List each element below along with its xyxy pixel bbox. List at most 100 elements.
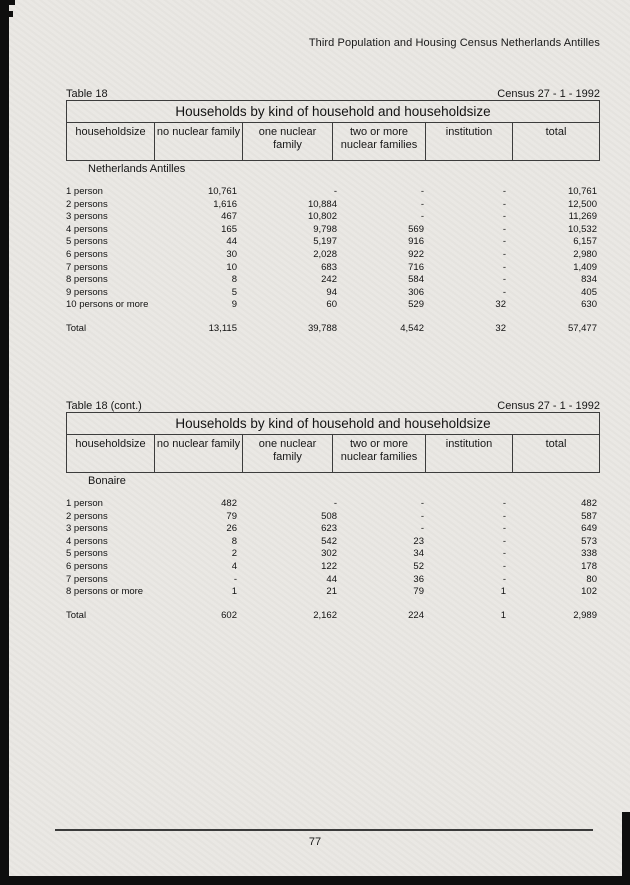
cell-value: -: [502, 560, 506, 572]
table-title: Households by kind of household and hous…: [175, 104, 491, 119]
cell-value: 21: [326, 586, 337, 598]
cell-value: 79: [413, 586, 424, 598]
census-date: Census 27 - 1 - 1992: [497, 88, 600, 100]
column-header: total: [512, 123, 599, 160]
cell-value: -: [420, 211, 424, 223]
cell-value: 5,197: [313, 236, 337, 248]
cell-value: -: [333, 186, 337, 197]
cell-value: 36: [413, 573, 424, 585]
column-header: no nuclear family: [154, 435, 242, 472]
census-table: Table 18 Census 27 - 1 - 1992 Households b…: [66, 88, 600, 336]
region-label: Netherlands Antilles: [88, 163, 186, 175]
column-header: two or more nuclear families: [332, 435, 425, 472]
cell-householdsize: 1 person: [66, 186, 103, 197]
cell-value: 587: [581, 510, 597, 522]
cell-value: 834: [581, 274, 597, 286]
cell-householdsize: 7 persons: [66, 261, 108, 273]
cell-value: 178: [581, 560, 597, 572]
cell-value: 2,028: [313, 248, 337, 260]
cell-value: 11,269: [568, 211, 597, 223]
cell-value: 9,798: [313, 223, 337, 235]
cell-value: -: [420, 186, 424, 197]
cell-value: 482: [581, 498, 597, 509]
column-header: one nuclear family: [242, 435, 332, 472]
cell-value: -: [502, 548, 506, 560]
cell-value: 467: [221, 211, 237, 223]
cell-value: -: [502, 286, 506, 298]
total-value: 2,989: [573, 609, 597, 621]
column-headers: householdsize no nuclear family one nuclea…: [67, 434, 599, 472]
table-row: 3 persons 467 10,802 - - 11,269: [66, 211, 600, 224]
cell-value: 9: [231, 299, 237, 311]
document-header: Third Population and Housing Census Neth…: [308, 37, 600, 49]
cell-value: -: [502, 573, 506, 585]
cell-householdsize: 8 persons: [66, 274, 108, 286]
cell-value: 630: [581, 299, 597, 311]
cell-value: -: [420, 198, 424, 210]
table-row: 2 persons 79 508 - - 587: [66, 511, 600, 524]
cell-value: 302: [321, 548, 337, 560]
total-row: Total 602 2,162 224 1 2,989: [66, 610, 600, 623]
cell-value: 34: [413, 548, 424, 560]
cell-value: 2,980: [573, 248, 597, 260]
cell-value: 683: [321, 261, 337, 273]
cell-householdsize: 5 persons: [66, 548, 108, 560]
cell-value: -: [502, 535, 506, 547]
total-value: 4,542: [400, 322, 424, 334]
table-row: 4 persons 8 542 23 - 573: [66, 536, 600, 549]
cell-value: -: [233, 573, 237, 585]
table-header-box: Households by kind of household and hous…: [66, 412, 600, 473]
total-value: 13,115: [208, 322, 237, 334]
table-row: 8 persons 8 242 584 - 834: [66, 274, 600, 287]
table-row: 5 persons 44 5,197 916 - 6,157: [66, 236, 600, 249]
table-meta: Table 18 (cont.) Census 27 - 1 - 1992: [66, 400, 600, 412]
cell-value: 44: [226, 236, 237, 248]
table-title: Households by kind of household and hous…: [175, 416, 491, 431]
total-value: 2,162: [313, 609, 337, 621]
column-header: householdsize: [75, 438, 146, 450]
cell-value: 10,532: [567, 223, 597, 235]
cell-value: -: [333, 498, 337, 509]
census-table: Table 18 (cont.) Census 27 - 1 - 1992 Hous…: [66, 400, 600, 622]
cell-value: 338: [581, 548, 597, 560]
scan-artifact-right-bottom: [622, 812, 630, 885]
total-value: 602: [221, 609, 237, 621]
cell-value: 306: [408, 286, 424, 298]
cell-householdsize: 3 persons: [66, 211, 108, 223]
table-row: 1 person 10,761 - - - 10,761: [66, 186, 600, 199]
cell-value: 5: [231, 286, 237, 298]
cell-value: 30: [226, 248, 237, 260]
cell-value: 32: [495, 299, 506, 311]
cell-householdsize: 8 persons or more: [66, 586, 144, 598]
cell-householdsize: 10 persons or more: [66, 299, 149, 311]
table-row: 8 persons or more 1 21 79 1 102: [66, 586, 600, 599]
table-row: 10 persons or more 9 60 529 32 630: [66, 299, 600, 312]
cell-value: -: [502, 211, 506, 223]
cell-value: 242: [321, 274, 337, 286]
cell-value: -: [420, 510, 424, 522]
cell-value: 10,884: [307, 198, 337, 210]
total-row: Total 13,115 39,788 4,542 32 57,477: [66, 323, 600, 336]
table-row: 6 persons 4 122 52 - 178: [66, 561, 600, 574]
cell-value: -: [502, 223, 506, 235]
cell-householdsize: 3 persons: [66, 523, 108, 535]
total-value: 1: [500, 609, 506, 621]
cell-value: 1: [500, 586, 506, 598]
cell-value: -: [502, 274, 506, 286]
cell-value: 1,616: [213, 198, 237, 210]
table-row: 7 persons 10 683 716 - 1,409: [66, 262, 600, 275]
table-header-box: Households by kind of household and hous…: [66, 100, 600, 161]
table-row: 6 persons 30 2,028 922 - 2,980: [66, 249, 600, 262]
cell-value: -: [420, 498, 424, 509]
column-headers: householdsize no nuclear family one nuclea…: [67, 122, 599, 160]
table-rows: 1 person 10,761- - -10,761 2 persons 1,616 10,…: [66, 186, 600, 312]
cell-value: -: [502, 510, 506, 522]
column-header: institution: [425, 435, 512, 472]
cell-value: 1: [231, 586, 237, 598]
cell-value: 10,761: [567, 186, 597, 197]
total-value: 32: [495, 322, 506, 334]
scan-artifact-notch: [0, 11, 13, 17]
table-row: 3 persons 26 623 - - 649: [66, 523, 600, 536]
cell-value: -: [502, 523, 506, 535]
